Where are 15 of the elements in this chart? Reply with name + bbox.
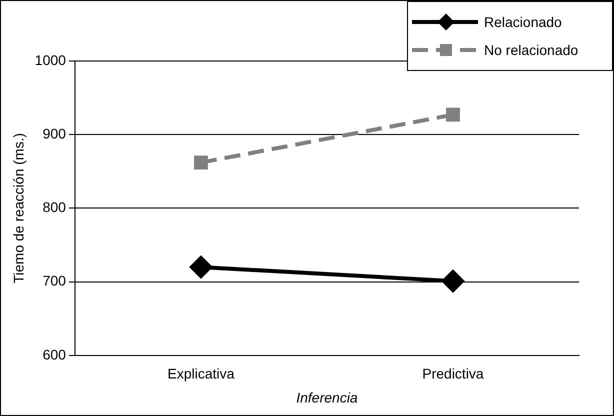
point [190, 256, 212, 278]
x-axis-title: Inferencia [296, 389, 358, 406]
y-tick-label: 700 [42, 272, 66, 289]
y-tick-label: 800 [42, 199, 66, 216]
y-axis-title: Tiemo de reacción (ms.) [10, 132, 26, 284]
point [446, 108, 460, 122]
legend-label: No relacionado [484, 42, 578, 58]
x-tick-label: Explicativa [167, 366, 235, 382]
x-tick-label: Predictiva [422, 366, 484, 382]
y-tick-label: 1000 [34, 52, 66, 68]
point [442, 270, 464, 292]
y-tick-label: 600 [42, 346, 66, 362]
y-tick-label: 900 [42, 125, 66, 142]
point [194, 156, 208, 170]
legend-label: Relacionado [484, 14, 562, 30]
